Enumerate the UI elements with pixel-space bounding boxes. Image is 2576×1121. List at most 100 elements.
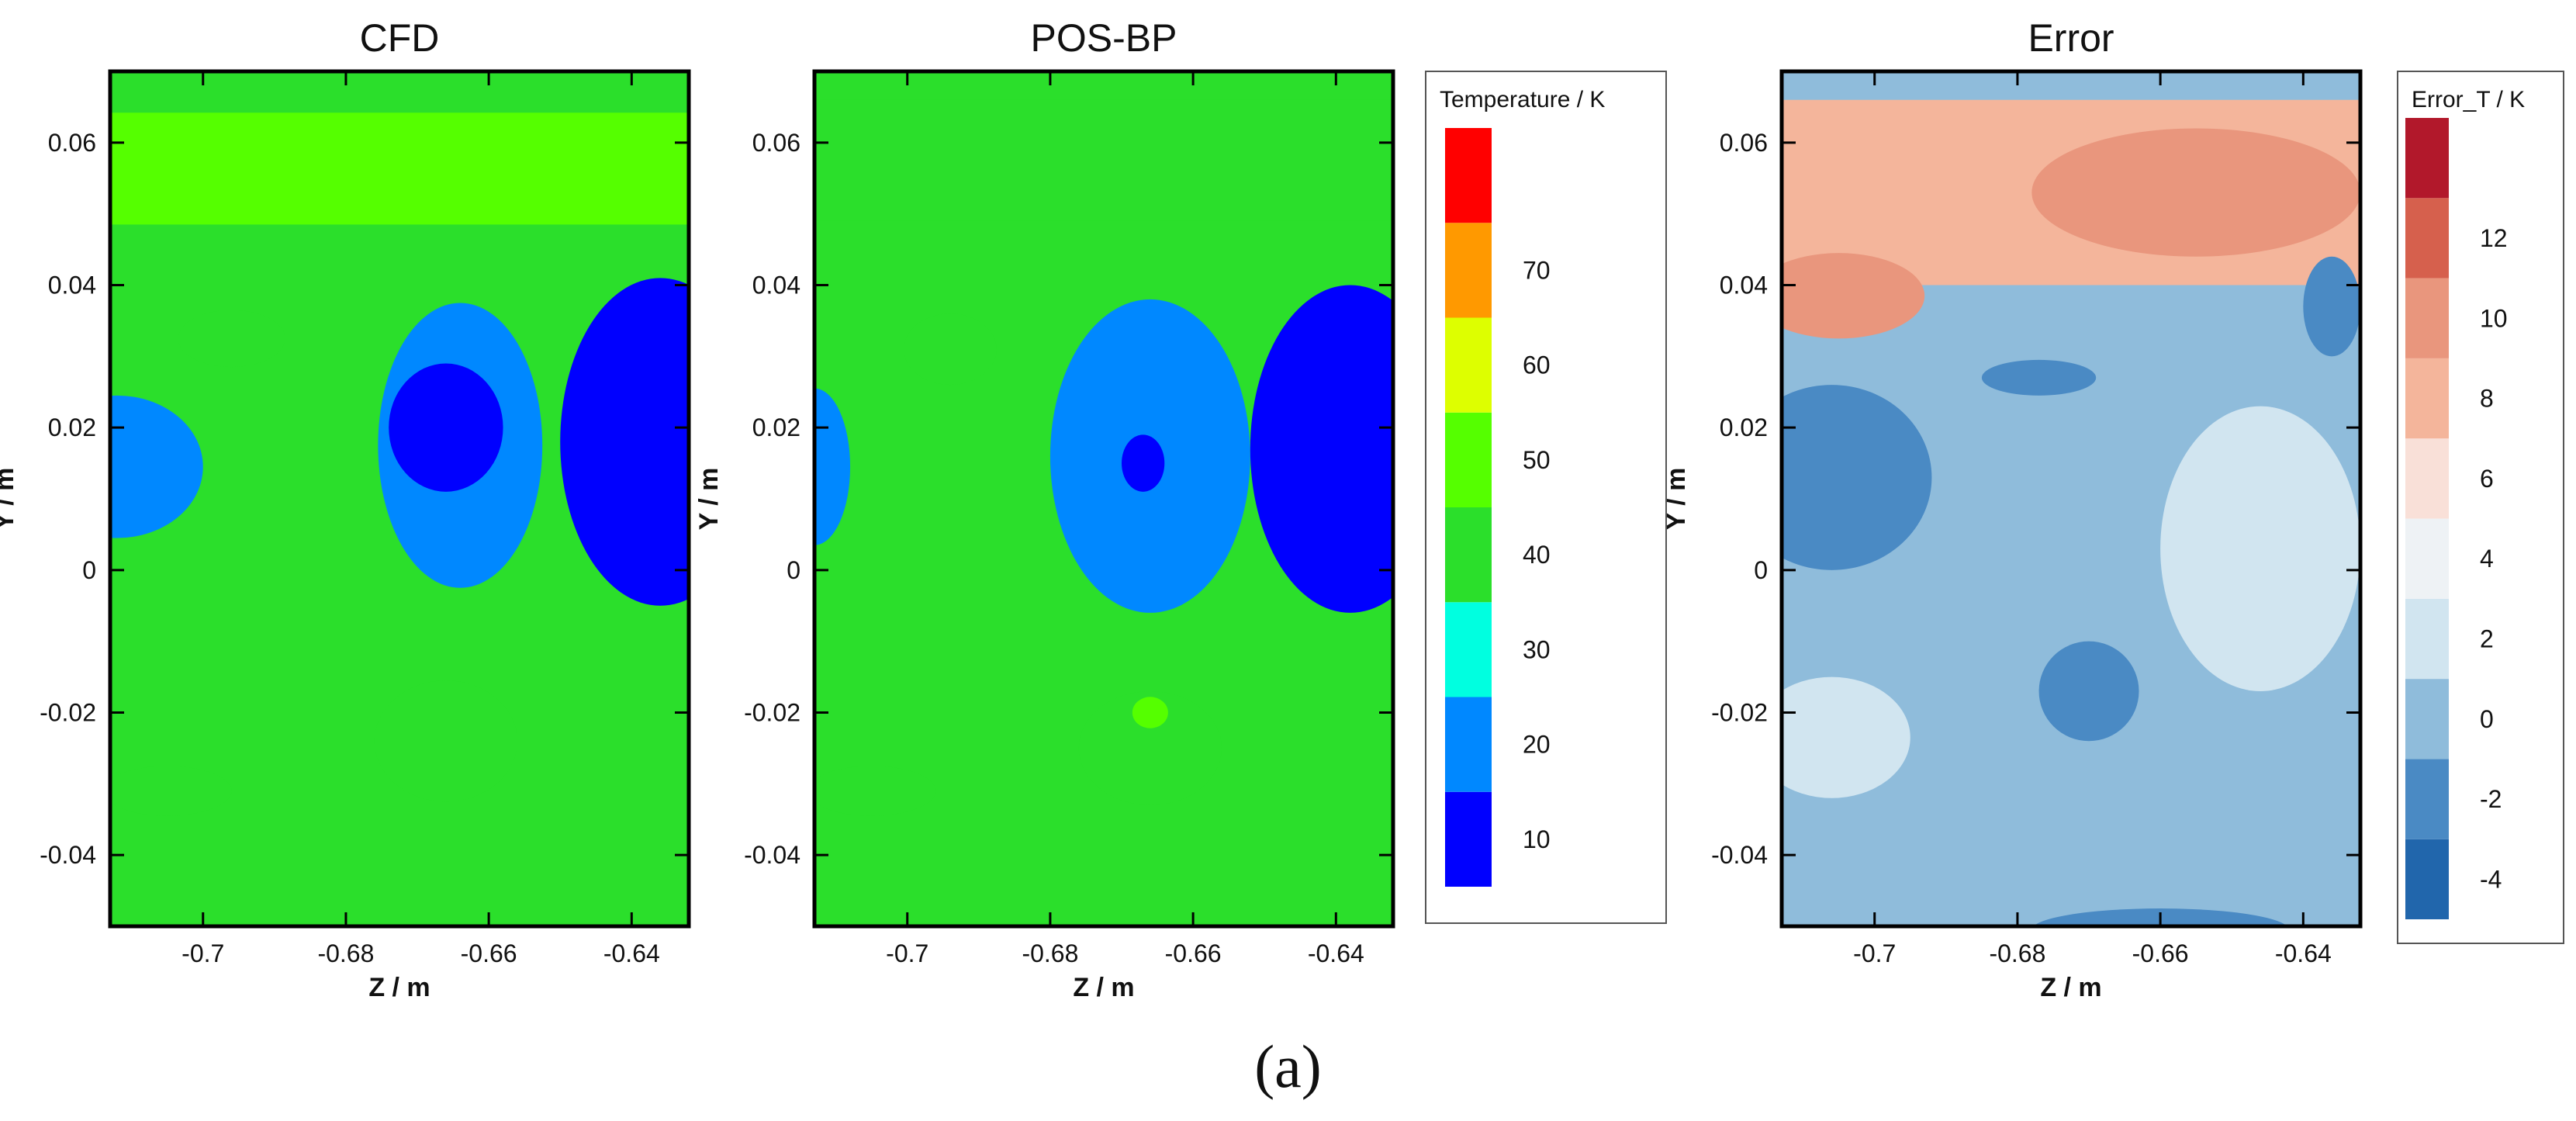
colorbar-tick-label: 10: [1523, 825, 1551, 853]
contour-plot-2: [814, 71, 1393, 926]
chart-title: CFD: [360, 16, 440, 60]
colorbar-tick-label: 8: [2480, 385, 2494, 413]
colorbar-tick-label: 6: [2480, 465, 2494, 493]
contour-band: [110, 112, 689, 225]
y-tick-label: -0.04: [1711, 841, 1768, 869]
x-tick-label: -0.68: [317, 939, 374, 967]
plot-frame: [1779, 69, 2363, 929]
contour-region: [1122, 434, 1165, 492]
colorbar-swatch: [2405, 839, 2449, 919]
colorbar-tick-label: 40: [1523, 541, 1551, 569]
colorbar-swatch: [1445, 412, 1492, 507]
figure-caption: (a): [1254, 1033, 1322, 1100]
plot-frame: [812, 69, 1395, 929]
colorbar-tick-label: 50: [1523, 446, 1551, 474]
contour-region: [2038, 641, 2139, 742]
colorbar-swatch: [1445, 791, 1492, 887]
x-tick-label: -0.7: [182, 939, 224, 967]
contour-region: [1782, 385, 1932, 570]
colorbar-swatch: [2405, 679, 2449, 759]
y-tick-label: 0.02: [48, 413, 96, 441]
y-tick-label: -0.04: [744, 841, 800, 869]
colorbar-tick-label: -2: [2480, 785, 2502, 813]
contour-region: [1782, 676, 1910, 798]
colorbar-swatch: [1445, 223, 1492, 318]
colorbar-tick-label: 60: [1523, 351, 1551, 379]
contour-region: [2303, 256, 2360, 357]
x-tick-label: -0.64: [1308, 939, 1364, 967]
y-axis-label: Y / m: [0, 468, 19, 531]
x-axis-label: Z / m: [1073, 973, 1134, 1002]
x-axis-label: Z / m: [2040, 973, 2101, 1002]
contour-region: [374, 680, 517, 802]
colorbar-swatch: [2405, 198, 2449, 279]
y-tick-label: 0.06: [48, 129, 96, 157]
y-tick-label: 0.06: [752, 129, 800, 157]
contour-region: [814, 766, 936, 816]
contour-region: [1132, 697, 1168, 728]
chart-title: POS-BP: [1031, 16, 1177, 60]
y-tick-label: -0.02: [1711, 699, 1768, 727]
colorbar-swatch: [1445, 317, 1492, 413]
y-tick-label: 0.02: [1720, 413, 1768, 441]
contour-region: [560, 278, 689, 606]
colorbar-tick-label: 30: [1523, 635, 1551, 663]
colorbar-swatch: [2405, 518, 2449, 599]
y-axis-label: Y / m: [694, 468, 724, 531]
contour-band: [814, 99, 1393, 221]
colorbar-title: Error_T / K: [2412, 87, 2525, 112]
contour-region: [1981, 359, 2097, 396]
colorbar-tick-label: 2: [2480, 625, 2494, 652]
colorbar-swatch: [1445, 507, 1492, 603]
contour-region: [2160, 406, 2360, 691]
contour-plot-1: [110, 71, 689, 926]
x-tick-label: -0.7: [886, 939, 928, 967]
contour-region: [110, 766, 232, 816]
contour-region: [110, 395, 203, 538]
x-tick-label: -0.64: [603, 939, 660, 967]
colorbar-error: Error_T / K -4 -2 0 2 4 6 8 10 12: [2397, 71, 2564, 944]
colorbar-swatch: [2405, 278, 2449, 358]
colorbar-swatch: [2405, 438, 2449, 519]
y-tick-label: 0.04: [48, 272, 96, 299]
x-tick-label: -0.66: [1165, 939, 1222, 967]
contour-plot-3: [1782, 71, 2360, 926]
contour-region: [1782, 253, 1925, 339]
x-tick-label: -0.66: [2132, 939, 2189, 967]
contour-region: [904, 313, 997, 386]
colorbar-swatch: [2405, 118, 2449, 199]
contour-region: [178, 310, 285, 368]
contour-region: [389, 363, 503, 492]
colorbar-tick-label: 20: [1523, 731, 1551, 759]
y-tick-label: -0.04: [40, 841, 96, 869]
y-tick-label: 0.02: [752, 413, 800, 441]
y-tick-label: -0.02: [40, 699, 96, 727]
colorbar-swatch: [1445, 697, 1492, 792]
chart-title: Error: [2028, 16, 2114, 60]
colorbar-swatch: [2405, 598, 2449, 680]
colorbar-tick-label: -4: [2480, 865, 2502, 893]
x-tick-label: -0.66: [461, 939, 517, 967]
colorbar-temperature: Temperature / K 10 20 30 40 50 60 70: [1425, 71, 1667, 924]
colorbar-tick-label: 12: [2480, 224, 2508, 252]
colorbar-swatch: [1445, 602, 1492, 697]
plot-frame: [108, 69, 691, 929]
x-tick-label: -0.7: [1853, 939, 1896, 967]
colorbar-tick-label: 0: [2480, 705, 2494, 733]
colorbar-title: Temperature / K: [1440, 87, 1605, 112]
colorbar-swatch: [2405, 759, 2449, 839]
colorbar-tick-label: 70: [1523, 256, 1551, 284]
contour-region: [1078, 690, 1222, 805]
y-tick-label: 0: [82, 556, 96, 584]
y-tick-label: 0.04: [1720, 272, 1768, 299]
x-axis-label: Z / m: [368, 973, 430, 1002]
y-tick-label: 0.04: [752, 272, 800, 299]
colorbar-tick-label: 4: [2480, 545, 2494, 573]
contour-region: [2031, 128, 2360, 257]
y-tick-label: 0: [1754, 556, 1768, 584]
contour-region: [1250, 285, 1393, 613]
colorbar-swatch: [2405, 358, 2449, 439]
y-tick-label: -0.02: [744, 699, 800, 727]
y-tick-label: 0: [787, 556, 800, 584]
colorbar-tick-label: 10: [2480, 304, 2508, 332]
